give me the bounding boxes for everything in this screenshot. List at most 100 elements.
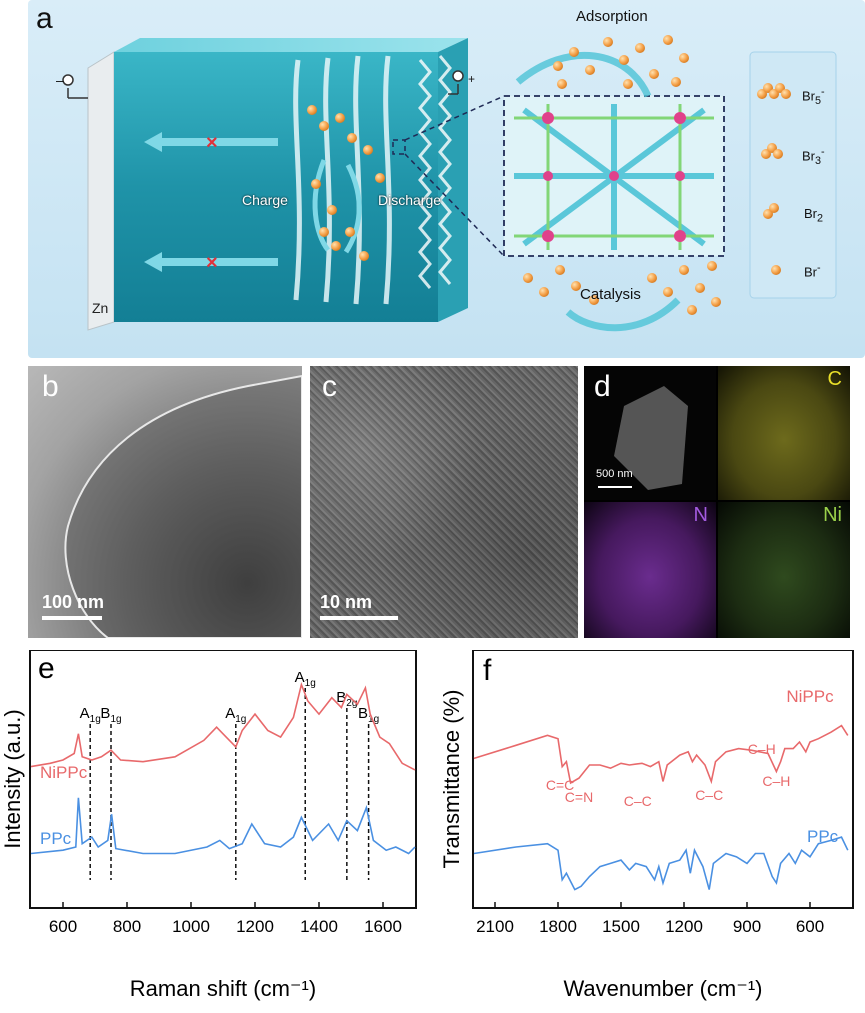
battery-schematic: × × (62, 35, 837, 332)
catalysis-label: Catalysis (580, 286, 641, 303)
x-tick-label: 600 (796, 917, 824, 936)
bromine-ball (619, 55, 629, 65)
x-tick-label: 1500 (602, 917, 640, 936)
legend-br3: Br3- (802, 146, 825, 167)
bromine-ball (623, 79, 633, 89)
species-legend (749, 51, 837, 299)
x-tick-label: 1000 (172, 917, 210, 936)
blocked-arrows: × × (144, 132, 278, 274)
adsorption-label: Adsorption (576, 8, 648, 25)
bromine-ball (311, 179, 321, 189)
panel-a-label: a (36, 2, 53, 35)
discharge-label: Discharge (378, 192, 442, 208)
ftir-x-axis: 2100 1800 1500 1200 900 600 (476, 902, 824, 936)
bromine-ball (711, 297, 721, 307)
x-tick-label: 1800 (539, 917, 577, 936)
bromine-ball (375, 173, 385, 183)
x-tick-label: 900 (733, 917, 761, 936)
catalysis-arrow (565, 297, 681, 332)
peak-label: B2g (336, 689, 357, 709)
peak-label: A1g (225, 705, 246, 725)
bromine-ball (663, 287, 673, 297)
haadf-image: 500 nm (584, 366, 716, 500)
panel-d-label: d (594, 370, 611, 403)
peak-label: B1g (100, 705, 121, 725)
noise-overlay (310, 366, 578, 638)
panel-a: × × (28, 0, 865, 358)
bromine-ball (335, 113, 345, 123)
peak-label: B1g (358, 705, 379, 725)
x-tick-label: 2100 (476, 917, 514, 936)
metal-centers (542, 112, 686, 242)
bromine-species (307, 35, 721, 315)
series-line-nippc (30, 681, 416, 771)
panel-f-label: f (483, 654, 492, 687)
bromine-ball (649, 69, 659, 79)
terminals (62, 70, 464, 99)
peak-label: A1g (80, 705, 101, 725)
panel-c-scale-text: 10 nm (320, 592, 373, 612)
series-label-ppc: PPc (40, 829, 72, 848)
bromine-ball (555, 265, 565, 275)
legend-br2: Br2 (804, 206, 824, 225)
panel-d-scale-text: 500 nm (596, 468, 633, 480)
series-line-ppc (30, 797, 416, 855)
bromine-ball (589, 295, 599, 305)
ftir-series (473, 724, 849, 891)
ftir-plot-frame (472, 650, 854, 909)
legend-ball (781, 89, 791, 99)
electrolyte-top (114, 38, 468, 52)
charge-arrow (312, 159, 331, 252)
raman-y-axis-label: Intensity (a.u.) (0, 709, 25, 848)
legend-br-ion: Br- (804, 262, 821, 280)
x-tick-label: 1600 (364, 917, 402, 936)
series-label-ppc: PPc (807, 827, 839, 846)
bromine-ball (585, 65, 595, 75)
raman-x-axis: 600 800 1000 1200 1400 1600 (49, 902, 402, 936)
panel-b-tem-image: b 100 nm (28, 366, 302, 638)
panel-e-label: e (38, 652, 55, 685)
panel-c-hrtem-image: c 10 nm (310, 366, 578, 638)
flake-outline (64, 374, 302, 638)
series-line-ppc (473, 836, 849, 891)
zn-label: Zn (92, 300, 109, 316)
nickel-map-label: Ni (823, 504, 842, 526)
series-label-nippc: NiPPc (786, 687, 834, 706)
charge-label: Charge (242, 192, 288, 208)
bond-annotation: C–H (748, 741, 776, 757)
x-tick-label: 1200 (665, 917, 703, 936)
ftir-y-axis-label: Transmittance (%) (439, 690, 464, 869)
bromine-ball (663, 35, 673, 45)
bromine-ball (363, 145, 373, 155)
panel-b-scale-text: 100 nm (42, 592, 105, 612)
x-tick-label: 1200 (236, 917, 274, 936)
ftir-x-axis-label: Wavenumber (cm⁻¹) (563, 976, 762, 1001)
bromine-ball (603, 37, 613, 47)
panel-b-label: b (42, 370, 59, 403)
legend-icons (757, 83, 791, 275)
bond-annotation: C=N (565, 789, 593, 805)
bromine-ball (331, 241, 341, 251)
nitrogen-map: N (584, 502, 716, 638)
bromine-ball (345, 227, 355, 237)
zn-electrode (87, 51, 115, 331)
bromine-ball (327, 205, 337, 215)
negative-terminal-sign: – (56, 72, 64, 88)
discharge-arrow (343, 163, 362, 254)
svg-text:×: × (206, 252, 218, 274)
bromine-ball (647, 273, 657, 283)
ftir-annotations: C=CC=N C–C C–C C–H C–H NiPPc PPc (546, 687, 839, 846)
bromine-ball (707, 261, 717, 271)
bond-annotation: C–C (695, 787, 723, 803)
panel-c-label: c (322, 370, 337, 403)
raman-plot-frame (29, 650, 417, 909)
peak-label: A1g (295, 669, 316, 689)
panel-c-scale-bar (320, 616, 398, 620)
carbon-map: C (718, 366, 850, 500)
raman-x-axis-label: Raman shift (cm⁻¹) (130, 976, 316, 1001)
bromine-ball (539, 287, 549, 297)
bromine-ball (557, 79, 567, 89)
bond-annotation: C–H (762, 773, 790, 789)
bond-annotation: C–C (624, 793, 652, 809)
